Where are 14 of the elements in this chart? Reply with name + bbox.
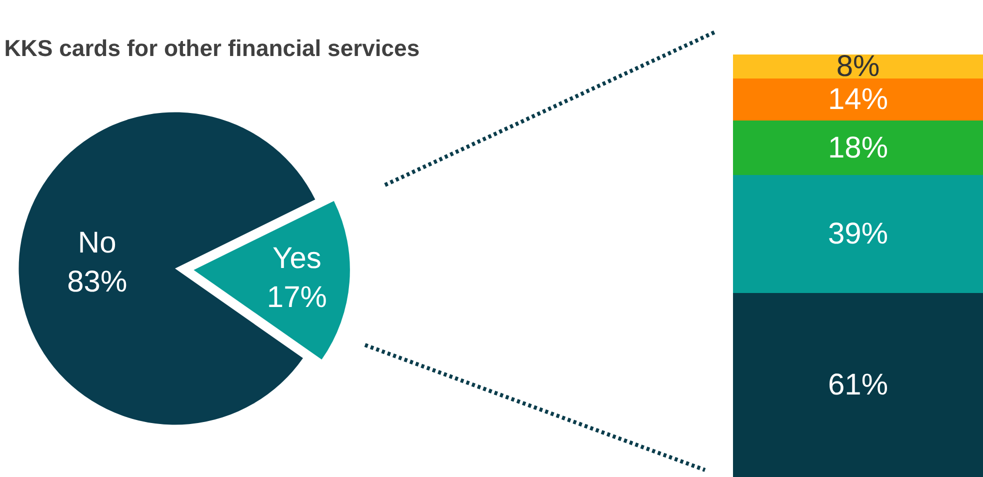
chart-title: KKS cards for other financial services bbox=[4, 34, 420, 61]
data-label: 17% bbox=[266, 280, 327, 314]
bar bbox=[733, 54, 983, 78]
slice-label: No bbox=[78, 226, 116, 260]
data-label: 8% bbox=[836, 50, 880, 83]
data-label: 14% bbox=[828, 83, 888, 116]
slice-label: Yes bbox=[272, 242, 322, 275]
bar bbox=[733, 78, 983, 121]
data-label: 18% bbox=[828, 131, 888, 164]
data-label: 39% bbox=[828, 217, 888, 250]
bar bbox=[733, 120, 983, 176]
data-label: 61% bbox=[828, 368, 888, 402]
data-label: 83% bbox=[67, 266, 128, 299]
bar bbox=[733, 175, 983, 293]
